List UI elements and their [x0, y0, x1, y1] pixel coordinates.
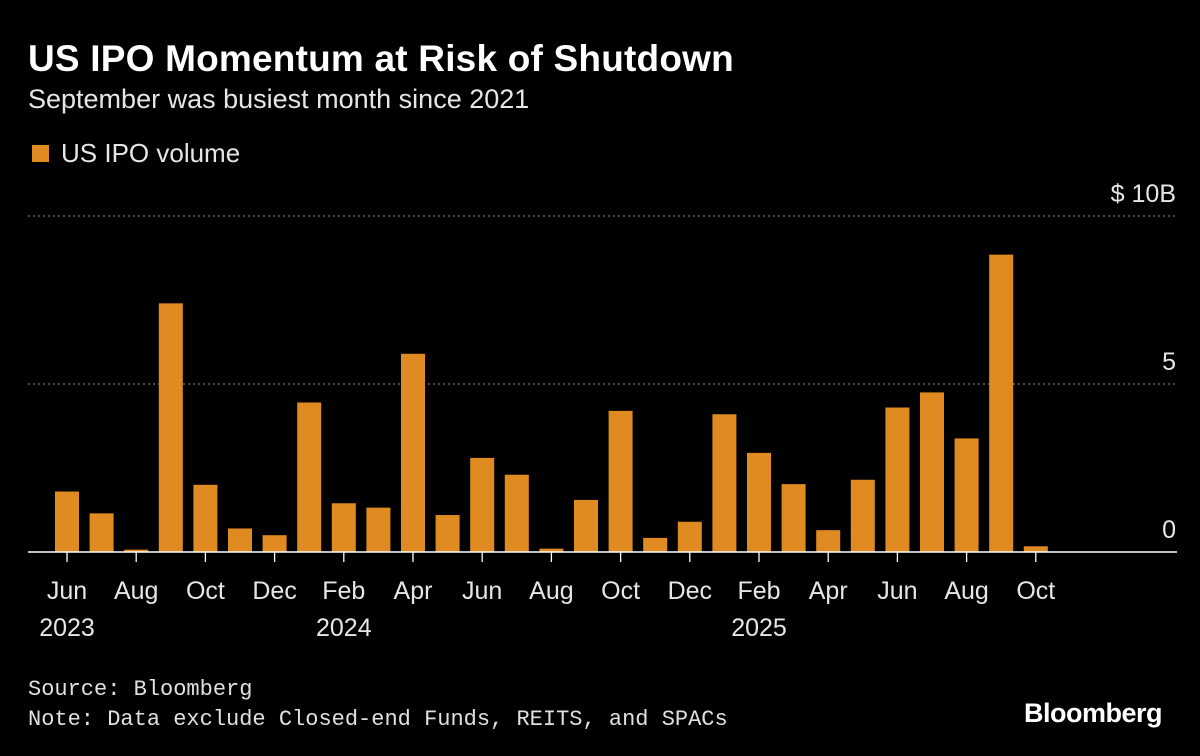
x-tick-label: Jun	[877, 577, 917, 605]
x-tick-label: Aug	[944, 577, 988, 605]
x-tick-label: Oct	[186, 577, 225, 605]
bar-2024-02	[331, 503, 356, 552]
bar-2025-01	[712, 414, 737, 552]
bar-2023-07	[89, 513, 114, 552]
x-tick-label: Feb	[737, 577, 780, 605]
bar-2024-09	[574, 499, 598, 552]
bar-2024-08	[539, 548, 564, 552]
x-tick-label: Aug	[529, 577, 573, 605]
bar-2024-12	[677, 521, 702, 552]
bar-2023-09	[158, 303, 183, 552]
bar-2024-01	[297, 402, 322, 552]
source-note: Source: Bloomberg	[28, 677, 253, 702]
x-year-label: 2025	[731, 614, 787, 642]
x-tick-label: Oct	[1016, 577, 1055, 605]
bar-2023-12	[262, 535, 287, 552]
x-tick-label: Dec	[252, 577, 296, 605]
x-tick-label: Oct	[601, 577, 640, 605]
bar-2024-07	[504, 474, 529, 552]
bar-2025-05	[850, 479, 875, 552]
legend: US IPO volume	[32, 138, 240, 169]
bar-2025-03	[781, 484, 806, 552]
bar-2024-11	[643, 537, 668, 552]
bar-2025-09	[989, 254, 1014, 552]
x-tick-label: Apr	[394, 577, 433, 605]
bar-2023-08	[124, 549, 149, 552]
x-tick-label: Dec	[668, 577, 712, 605]
bar-2023-11	[228, 528, 252, 552]
x-tick-label: Feb	[322, 577, 365, 605]
data-note: Note: Data exclude Closed-end Funds, REI…	[28, 707, 728, 732]
y-tick-label: 5	[1162, 348, 1176, 376]
bar-2025-02	[747, 452, 771, 552]
bar-2024-04	[401, 353, 425, 552]
x-tick-label: Jun	[462, 577, 502, 605]
bar-2025-07	[920, 392, 944, 552]
bloomberg-logo: Bloomberg	[1023, 698, 1163, 728]
bar-2025-08	[954, 438, 979, 552]
chart-subtitle: September was busiest month since 2021	[28, 84, 530, 114]
bar-2025-06	[885, 407, 910, 552]
bar-2024-03	[366, 507, 391, 552]
bar-2023-06	[55, 491, 79, 552]
legend-label: US IPO volume	[61, 138, 241, 168]
x-tick-label: Jun	[47, 577, 87, 605]
chart-title: US IPO Momentum at Risk of Shutdown	[28, 38, 734, 79]
bar-2025-04	[816, 530, 841, 552]
x-year-label: 2023	[39, 614, 95, 642]
x-tick-label: Aug	[114, 577, 158, 605]
bar-2024-05	[435, 515, 460, 552]
x-year-label: 2024	[316, 614, 372, 642]
y-tick-label: $ 10B	[1111, 180, 1176, 208]
y-tick-label: 0	[1162, 516, 1176, 544]
bar-2024-06	[470, 457, 495, 552]
bar-2025-10	[1023, 546, 1048, 552]
x-tick-label: Apr	[809, 577, 848, 605]
legend-swatch	[32, 145, 49, 162]
bar-2023-10	[193, 484, 218, 552]
bar-2024-10	[608, 410, 633, 552]
